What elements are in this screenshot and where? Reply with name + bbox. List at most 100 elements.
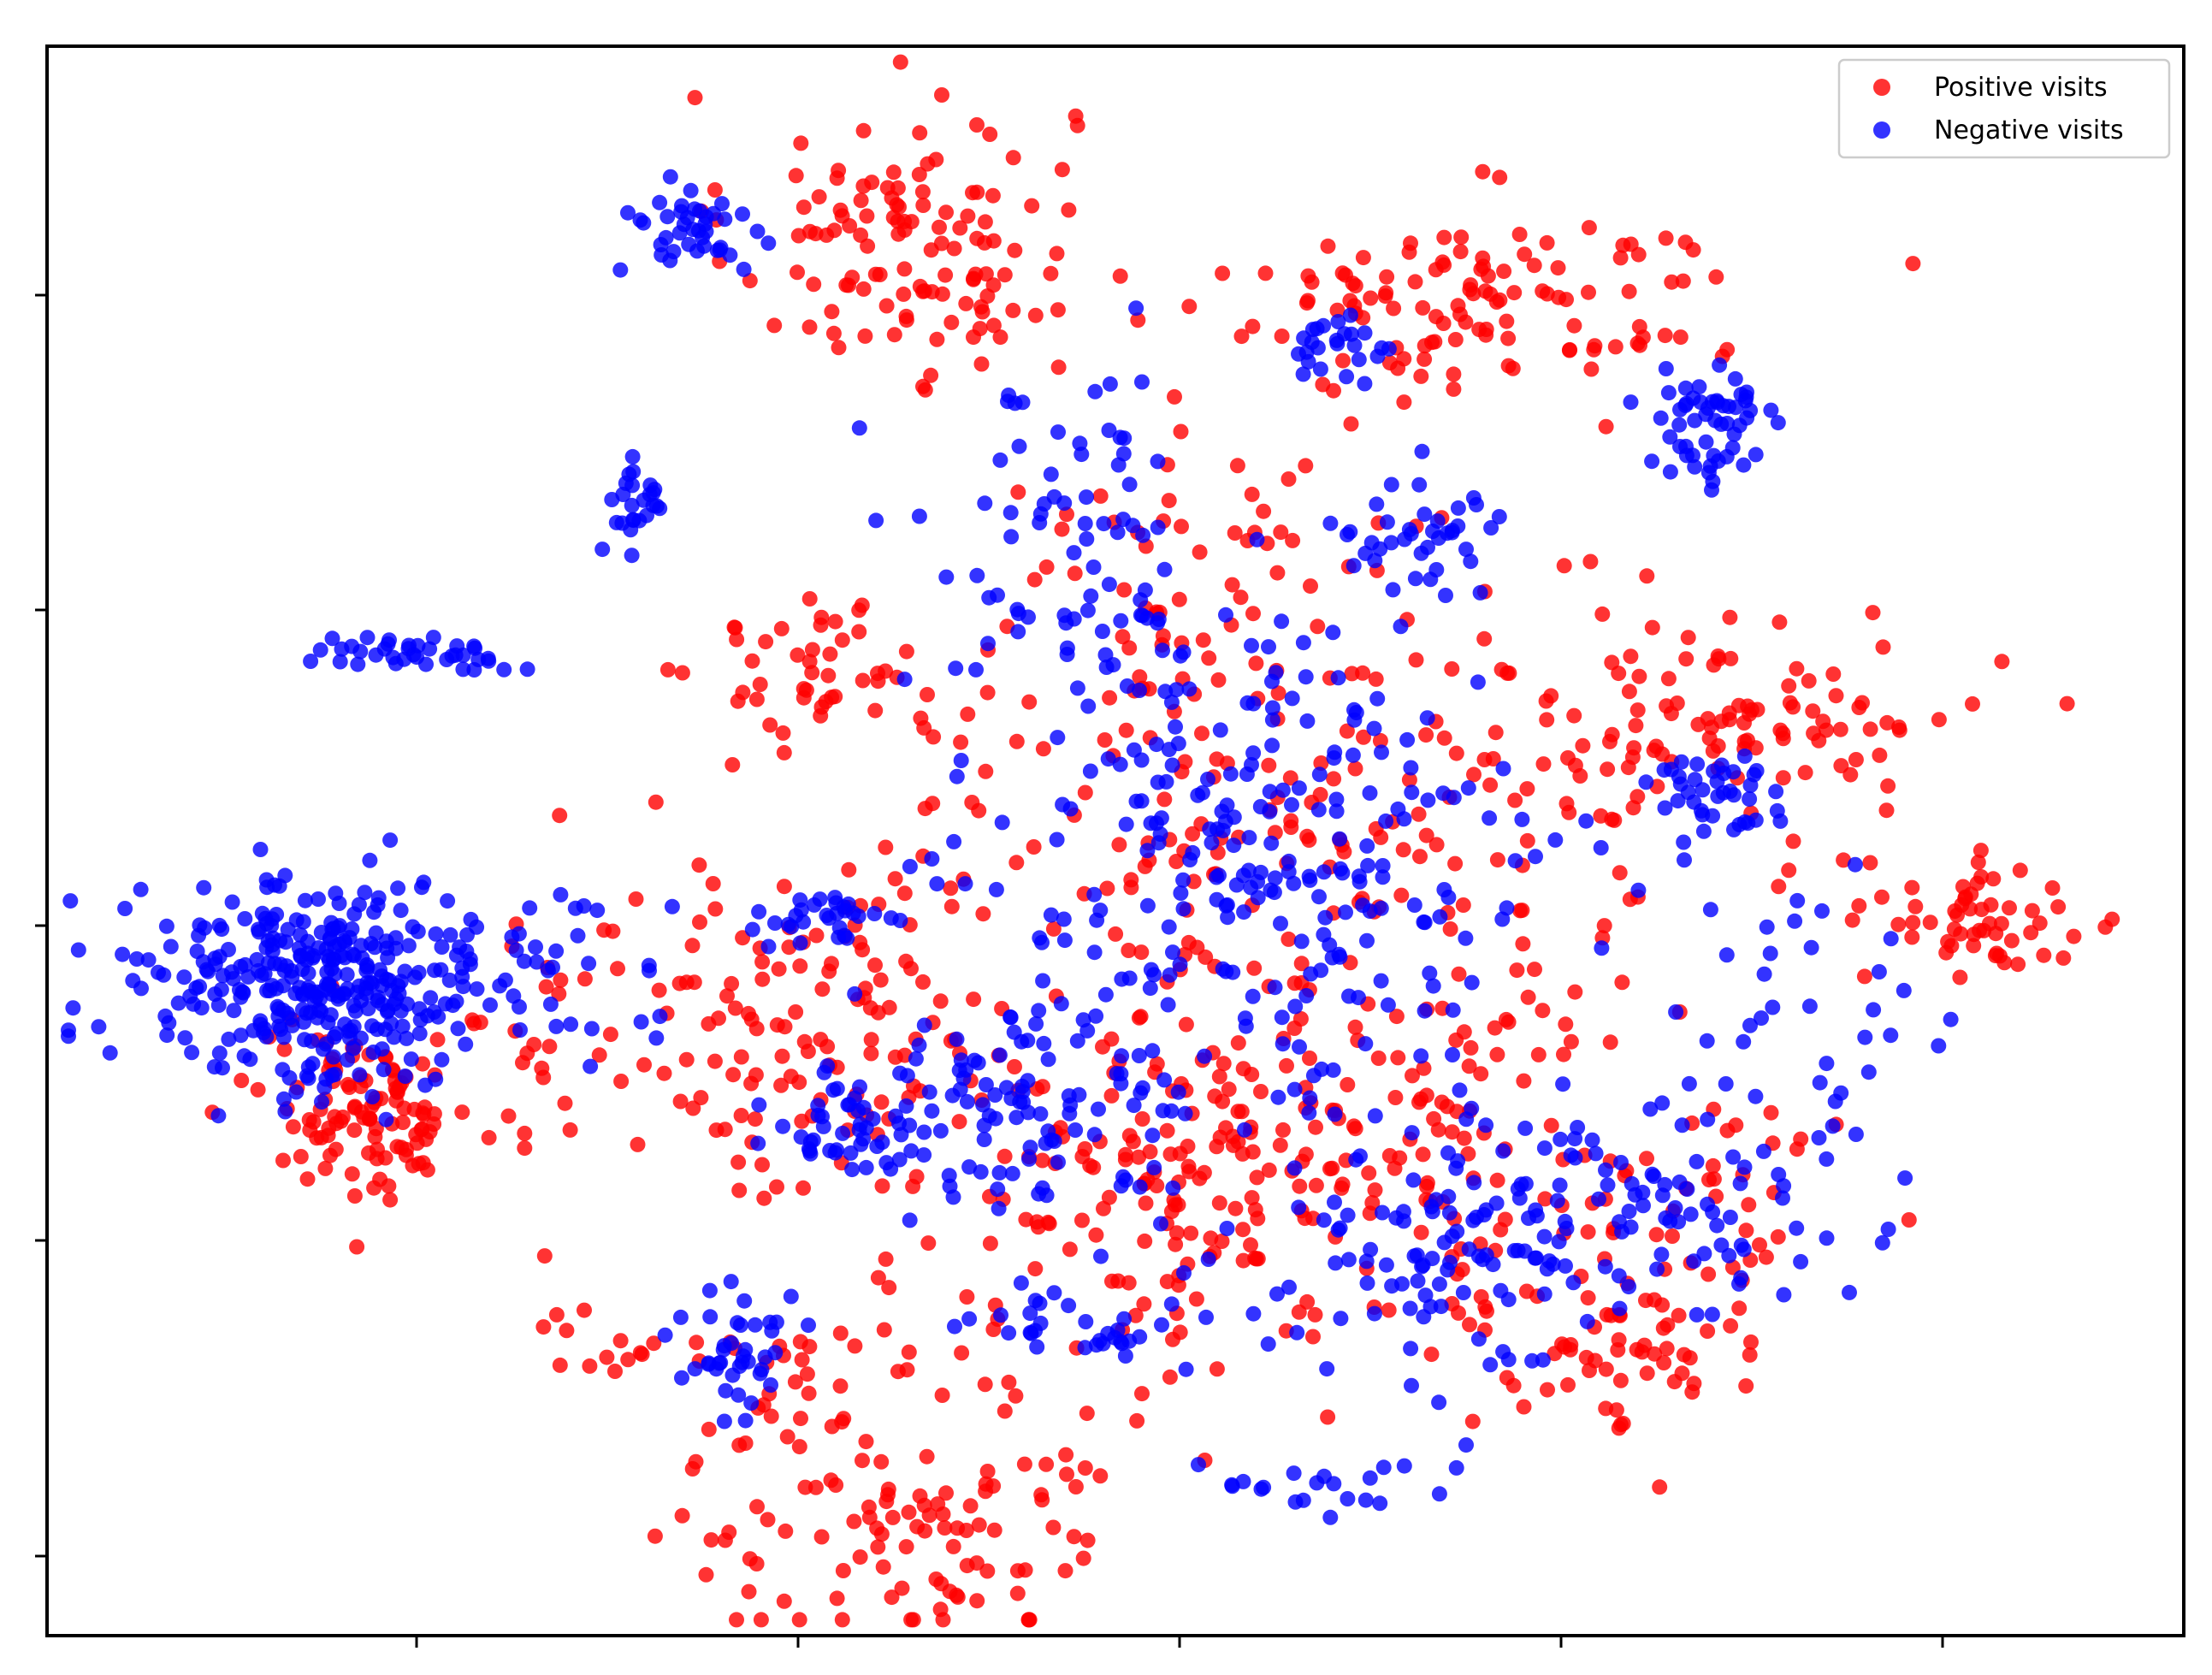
- data-point: [368, 647, 384, 663]
- data-point: [920, 1235, 937, 1252]
- data-point: [1351, 352, 1367, 368]
- data-point: [1396, 1213, 1412, 1229]
- data-point: [1267, 870, 1283, 886]
- data-point: [987, 1087, 1003, 1103]
- data-point: [934, 87, 949, 103]
- data-point: [1644, 453, 1660, 470]
- data-point: [685, 1100, 701, 1116]
- data-point: [903, 1143, 920, 1159]
- data-point: [375, 997, 391, 1013]
- data-point: [674, 1507, 690, 1524]
- data-point: [1066, 1529, 1082, 1545]
- data-point: [870, 1270, 886, 1286]
- data-point: [1969, 875, 1985, 891]
- data-point: [1150, 835, 1167, 851]
- data-point: [1413, 1224, 1429, 1240]
- data-point: [333, 948, 349, 964]
- data-point: [2002, 900, 2017, 916]
- data-point: [374, 1041, 390, 1057]
- data-point: [512, 1022, 528, 1038]
- data-point: [1325, 624, 1341, 641]
- data-point: [1706, 763, 1722, 779]
- data-point: [1458, 1111, 1475, 1128]
- data-point: [1715, 398, 1731, 414]
- data-point: [133, 881, 149, 897]
- data-point: [552, 1357, 568, 1373]
- data-point: [1514, 811, 1530, 827]
- data-point: [853, 192, 869, 209]
- data-point: [376, 1062, 392, 1078]
- data-point: [1470, 674, 1486, 690]
- data-point: [1088, 1008, 1104, 1024]
- data-point: [1516, 1073, 1532, 1089]
- data-point: [1071, 1086, 1087, 1103]
- data-point: [1221, 1081, 1237, 1098]
- data-point: [1801, 998, 1818, 1015]
- data-point: [898, 643, 914, 660]
- data-point: [1079, 1532, 1096, 1548]
- data-point: [902, 859, 918, 874]
- data-point: [1380, 997, 1396, 1013]
- data-point: [1422, 965, 1438, 981]
- data-point: [300, 965, 316, 981]
- data-point: [466, 638, 482, 654]
- data-point: [1012, 1094, 1028, 1110]
- data-point: [858, 1120, 874, 1136]
- data-point: [776, 744, 792, 761]
- data-point: [1541, 1253, 1558, 1270]
- data-point: [673, 204, 689, 220]
- data-point: [1049, 246, 1065, 262]
- data-point: [917, 382, 933, 398]
- data-point: [1007, 242, 1023, 258]
- data-point: [742, 273, 758, 289]
- data-point: [1399, 731, 1416, 748]
- data-point: [1165, 944, 1180, 961]
- data-point: [1308, 1177, 1324, 1193]
- data-point: [1411, 476, 1428, 493]
- data-point: [403, 1051, 419, 1068]
- data-point: [1769, 802, 1785, 819]
- data-point: [1374, 744, 1389, 761]
- data-point: [1771, 879, 1787, 895]
- data-point: [1463, 1039, 1479, 1056]
- data-point: [1244, 486, 1260, 502]
- data-point: [176, 969, 192, 985]
- data-point: [1704, 719, 1719, 736]
- data-point: [735, 684, 751, 701]
- data-point: [1677, 380, 1694, 396]
- data-point: [297, 892, 313, 909]
- data-point: [311, 891, 326, 907]
- data-point: [1077, 784, 1093, 801]
- data-point: [1607, 339, 1624, 355]
- data-point: [992, 452, 1008, 468]
- data-point: [1458, 1437, 1474, 1453]
- data-point: [1458, 314, 1474, 330]
- data-point: [793, 1411, 808, 1427]
- data-point: [1825, 666, 1842, 682]
- data-point: [1708, 269, 1724, 285]
- data-point: [1286, 1465, 1302, 1482]
- data-point: [1021, 1151, 1037, 1167]
- data-point: [1543, 1117, 1559, 1133]
- data-point: [1068, 1122, 1084, 1138]
- data-point: [753, 1612, 769, 1628]
- data-point: [352, 643, 369, 660]
- data-point: [938, 569, 955, 585]
- data-point: [1644, 619, 1660, 636]
- data-point: [1498, 1011, 1514, 1027]
- data-point: [1200, 1252, 1216, 1267]
- data-point: [1722, 1210, 1738, 1225]
- data-point: [1363, 1241, 1379, 1258]
- data-point: [267, 877, 282, 893]
- data-point: [1825, 1118, 1841, 1134]
- data-point: [628, 891, 644, 907]
- data-point: [1648, 1227, 1665, 1243]
- data-point: [1492, 169, 1508, 186]
- data-point: [864, 175, 880, 191]
- data-point: [1336, 843, 1352, 860]
- data-point: [459, 926, 475, 943]
- data-point: [1210, 672, 1227, 688]
- data-point: [1016, 1456, 1032, 1472]
- data-point: [1361, 1165, 1377, 1181]
